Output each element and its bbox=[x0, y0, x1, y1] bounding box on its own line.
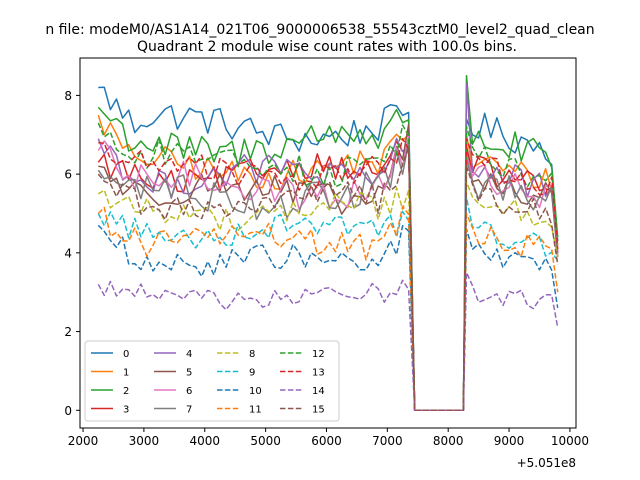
legend-label: 5 bbox=[186, 368, 192, 379]
x-offset-label: +5.051e8 bbox=[517, 456, 576, 470]
x-tick-label: 6000 bbox=[311, 434, 342, 448]
legend-label: 15 bbox=[312, 405, 325, 416]
series-line-2 bbox=[97, 74, 559, 412]
legend-entry-13[interactable]: 13 bbox=[280, 368, 325, 379]
x-axis: 2000 3000 4000 5000 6000 7000 8000 9000 10000 bbox=[68, 428, 589, 448]
series-line-7 bbox=[97, 141, 559, 412]
series-line-5 bbox=[98, 123, 559, 412]
series-line-13 bbox=[98, 137, 559, 412]
legend-entry-10[interactable]: 10 bbox=[217, 386, 262, 397]
axes-frame bbox=[79, 57, 577, 429]
legend-label: 9 bbox=[249, 368, 255, 379]
x-tick-label: 2000 bbox=[68, 434, 99, 448]
legend-label: 3 bbox=[123, 405, 129, 416]
legend-label: 2 bbox=[123, 386, 129, 397]
legend-label: 4 bbox=[186, 349, 192, 360]
series-line-8 bbox=[97, 181, 559, 412]
legend-label: 13 bbox=[312, 368, 325, 379]
legend-entry-3[interactable]: 3 bbox=[91, 405, 129, 416]
series-line-9 bbox=[97, 196, 559, 412]
series-line-14 bbox=[97, 271, 559, 412]
x-tick-label: 4000 bbox=[189, 434, 220, 448]
legend-entry-2[interactable]: 2 bbox=[91, 386, 129, 397]
y-tick-label: 6 bbox=[64, 168, 72, 182]
x-tick-label: 10000 bbox=[551, 434, 589, 448]
figure-suptitle: n file: modeM0/AS1A14_021T06_9000006538_… bbox=[45, 22, 594, 38]
x-tick-label: 7000 bbox=[372, 434, 403, 448]
legend-entry-5[interactable]: 5 bbox=[154, 368, 192, 379]
legend-label: 11 bbox=[249, 405, 262, 416]
series-line-10 bbox=[97, 224, 559, 412]
legend-box bbox=[84, 340, 340, 422]
chart-title: Quadrant 2 module wise count rates with … bbox=[137, 39, 517, 55]
series-line-0 bbox=[98, 86, 559, 412]
legend-entry-1[interactable]: 1 bbox=[91, 368, 129, 379]
legend-entry-11[interactable]: 11 bbox=[217, 405, 262, 416]
y-tick-label: 2 bbox=[64, 325, 72, 339]
legend-entry-7[interactable]: 7 bbox=[154, 405, 192, 416]
legend-label: 14 bbox=[312, 386, 325, 397]
legend-entry-6[interactable]: 6 bbox=[154, 386, 192, 397]
series-line-11 bbox=[97, 205, 559, 412]
legend-label: 7 bbox=[186, 405, 192, 416]
y-tick-label: 4 bbox=[64, 246, 72, 260]
x-tick-label: 3000 bbox=[129, 434, 160, 448]
y-tick-label: 8 bbox=[64, 89, 72, 103]
series-lines bbox=[97, 74, 559, 412]
legend-entry-14[interactable]: 14 bbox=[280, 386, 325, 397]
legend-entry-4[interactable]: 4 bbox=[154, 349, 192, 360]
legend-label: 1 bbox=[123, 368, 129, 379]
y-axis: 0 2 4 6 8 bbox=[64, 89, 80, 418]
x-tick-label: 9000 bbox=[494, 434, 525, 448]
x-tick-label: 5000 bbox=[250, 434, 281, 448]
legend-entry-8[interactable]: 8 bbox=[217, 349, 255, 360]
legend-label: 12 bbox=[312, 349, 325, 360]
y-tick-label: 0 bbox=[64, 404, 72, 418]
legend-entry-0[interactable]: 0 bbox=[91, 349, 129, 360]
plot-area bbox=[79, 57, 577, 429]
legend-entry-12[interactable]: 12 bbox=[280, 349, 325, 360]
x-tick-label: 8000 bbox=[433, 434, 464, 448]
legend-label: 0 bbox=[123, 349, 129, 360]
legend-label: 8 bbox=[249, 349, 255, 360]
legend-entry-9[interactable]: 9 bbox=[217, 368, 255, 379]
series-line-12 bbox=[97, 122, 559, 412]
legend-label: 10 bbox=[249, 386, 262, 397]
legend-entry-15[interactable]: 15 bbox=[280, 405, 325, 416]
legend-label: 6 bbox=[186, 386, 192, 397]
